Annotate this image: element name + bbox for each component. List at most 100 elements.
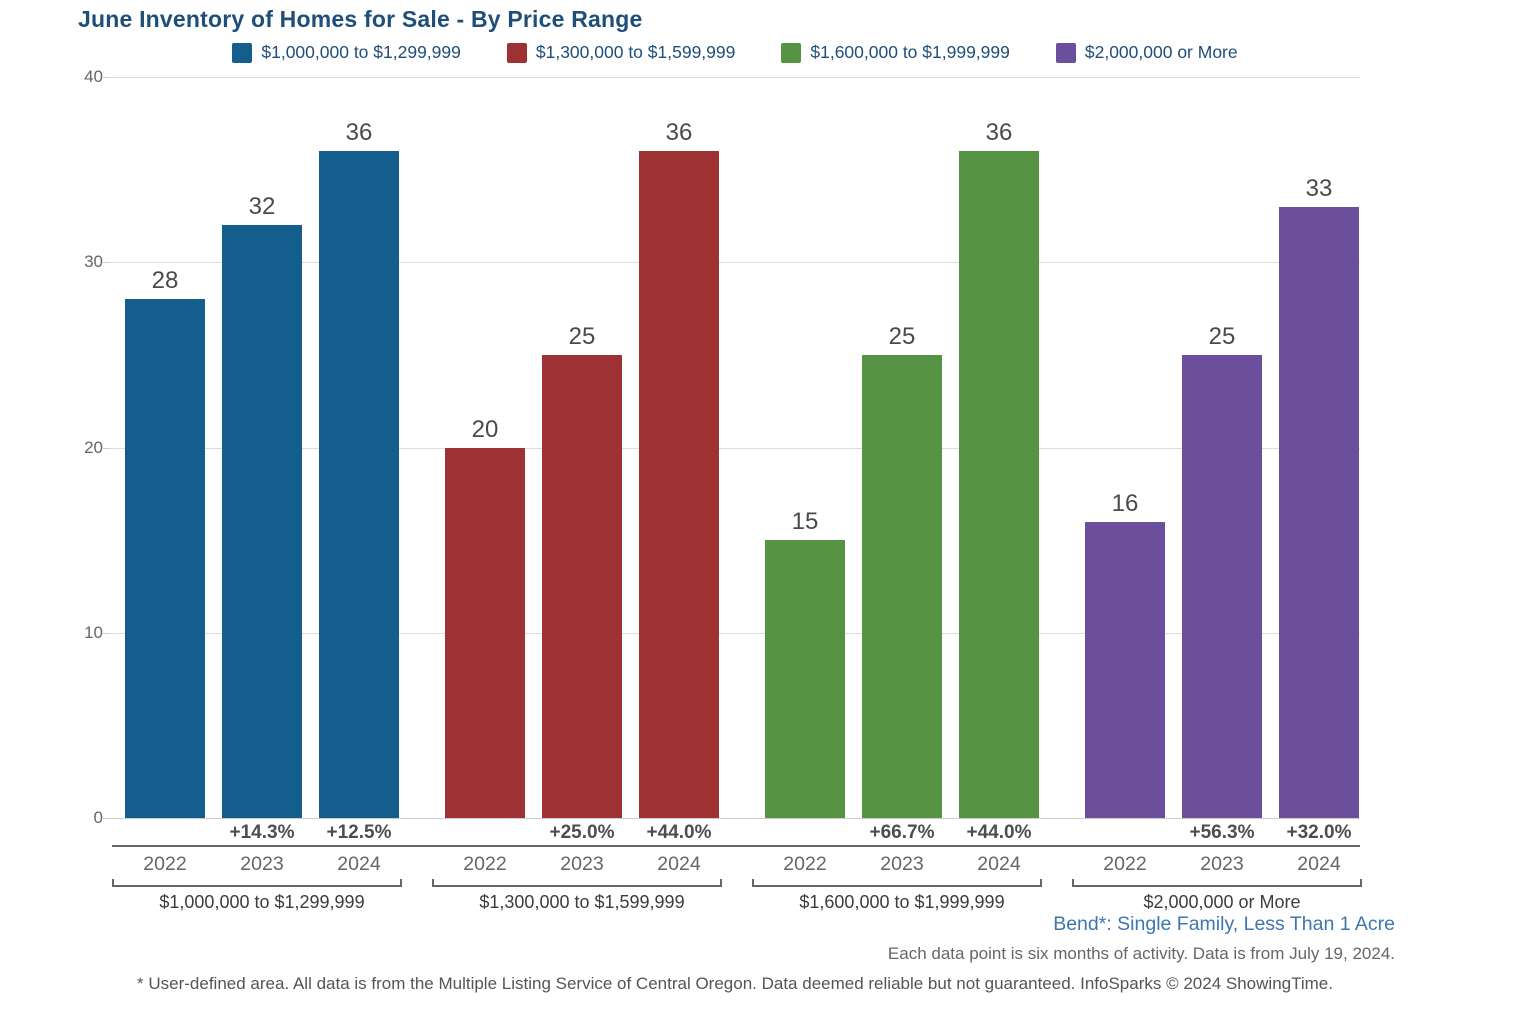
year-group-1: 2022 2023 2024 — [445, 853, 719, 876]
bar-cell-2022: 15 — [765, 77, 845, 818]
pct-change-label: +25.0% — [549, 822, 615, 843]
pct-group-1: +25.0% +44.0% — [445, 822, 719, 844]
bar-value-label: 25 — [1208, 322, 1236, 350]
bar-value-label: 25 — [888, 322, 916, 350]
legend-item-label: $1,300,000 to $1,599,999 — [535, 42, 736, 62]
year-label: 2023 — [240, 853, 284, 875]
bar-group-0: 28 32 36 — [125, 77, 399, 818]
bar-groups: 28 32 36 20 25 36 15 25 36 16 25 33 — [110, 77, 1360, 818]
y-axis-tick — [103, 447, 110, 449]
year-label: 2022 — [1103, 853, 1147, 875]
year-group-2: 2022 2023 2024 — [765, 853, 1039, 876]
pct-change-label: +66.7% — [869, 822, 935, 843]
bar-value-label: 36 — [985, 119, 1013, 147]
gridline-20 — [110, 447, 1360, 449]
bracket-group-3: $2,000,000 or More — [1072, 879, 1362, 913]
bar-group-3: 16 25 33 — [1085, 77, 1359, 818]
y-axis-tick-label: 20 — [84, 437, 103, 457]
legend-item-label: $1,600,000 to $1,999,999 — [810, 42, 1010, 62]
plot-area: 0 10 20 30 40 28 32 36 20 25 36 15 25 36 16 25 33 — [84, 67, 1360, 827]
x-axis-separator-line — [112, 845, 1360, 847]
bar-value-label: 16 — [1111, 489, 1139, 517]
bracket-group-2: $1,600,000 to $1,999,999 — [752, 879, 1042, 913]
data-note: Each data point is six months of activit… — [887, 944, 1395, 963]
pct-change-label: +44.0% — [966, 822, 1032, 843]
group-brackets-row: $1,000,000 to $1,299,999 $1,300,000 to $1… — [110, 879, 1362, 913]
pct-group-3: +56.3% +32.0% — [1085, 822, 1359, 844]
bar-2024 — [639, 151, 719, 818]
year-label: 2022 — [143, 853, 187, 875]
pct-change-label: +32.0% — [1286, 822, 1352, 843]
bar-cell-2022: 28 — [125, 77, 205, 818]
bar-2023 — [1182, 354, 1262, 818]
year-label: 2022 — [783, 853, 827, 875]
disclaimer: * User-defined area. All data is from th… — [137, 974, 1333, 993]
pct-change-label — [445, 822, 525, 844]
year-label: 2023 — [560, 853, 604, 875]
group-bracket — [752, 879, 1042, 887]
bar-cell-2023: 25 — [542, 77, 622, 818]
gridline-10 — [110, 632, 1360, 634]
bar-2024 — [1279, 206, 1359, 818]
y-axis-tick-label: 40 — [84, 67, 103, 86]
bar-cell-2022: 20 — [445, 77, 525, 818]
legend-swatch-icon — [1055, 42, 1076, 63]
bar-value-label: 36 — [345, 119, 373, 147]
gridline-0 — [110, 818, 1360, 819]
pct-change-label — [1085, 822, 1165, 844]
pct-change-label: +44.0% — [646, 822, 712, 843]
legend-item-label: $2,000,000 or More — [1084, 42, 1238, 62]
group-bracket — [112, 879, 402, 887]
bar-2022 — [1085, 521, 1165, 818]
legend-item-0: $1,000,000 to $1,299,999 — [232, 42, 461, 63]
area-note: Bend*: Single Family, Less Than 1 Acre — [1053, 913, 1395, 935]
bar-2022 — [125, 299, 205, 818]
year-label: 2024 — [1297, 853, 1341, 875]
year-group-0: 2022 2023 2024 — [125, 853, 399, 876]
bar-2024 — [959, 151, 1039, 818]
bar-cell-2024: 33 — [1279, 77, 1359, 818]
bar-cell-2023: 32 — [222, 77, 302, 818]
bar-2022 — [445, 447, 525, 818]
year-label: 2024 — [657, 853, 701, 875]
chart-title: June Inventory of Homes for Sale - By Pr… — [78, 6, 643, 32]
bar-cell-2023: 25 — [862, 77, 942, 818]
y-axis-tick — [103, 77, 110, 78]
legend-item-label: $1,000,000 to $1,299,999 — [261, 42, 461, 62]
bar-cell-2024: 36 — [319, 77, 399, 818]
bar-2023 — [542, 354, 622, 818]
group-price-range-label: $1,000,000 to $1,299,999 — [159, 892, 365, 912]
bar-value-label: 20 — [471, 415, 499, 443]
bar-value-label: 32 — [248, 193, 276, 221]
year-group-3: 2022 2023 2024 — [1085, 853, 1359, 876]
y-axis-tick — [103, 818, 110, 819]
legend-item-3: $2,000,000 or More — [1055, 42, 1238, 63]
y-axis-tick-label: 30 — [84, 252, 103, 272]
pct-group-2: +66.7% +44.0% — [765, 822, 1039, 844]
y-axis-tick — [103, 262, 110, 264]
bar-2023 — [222, 225, 302, 818]
year-label: 2023 — [1200, 853, 1244, 875]
group-price-range-label: $2,000,000 or More — [1143, 892, 1301, 912]
group-bracket — [1072, 879, 1362, 887]
bar-cell-2024: 36 — [639, 77, 719, 818]
bar-value-label: 25 — [568, 322, 596, 350]
legend-swatch-icon — [781, 42, 802, 63]
y-axis-tick-label: 0 — [93, 808, 103, 827]
pct-change-row: +14.3% +12.5% +25.0% +44.0% +66.7% +44.0% +56.… — [110, 822, 1360, 844]
pct-group-0: +14.3% +12.5% — [125, 822, 399, 844]
bar-cell-2022: 16 — [1085, 77, 1165, 818]
bar-2022 — [765, 540, 845, 818]
legend-swatch-icon — [232, 42, 253, 63]
legend-item-2: $1,600,000 to $1,999,999 — [781, 42, 1010, 63]
bar-cell-2024: 36 — [959, 77, 1039, 818]
year-label: 2022 — [463, 853, 507, 875]
pct-change-label: +56.3% — [1189, 822, 1255, 843]
bar-group-1: 20 25 36 — [445, 77, 719, 818]
gridline-40 — [110, 77, 1360, 78]
pct-change-label: +12.5% — [326, 822, 392, 843]
year-labels-row: 2022 2023 2024 2022 2023 2024 2022 2023 2024 2022… — [110, 853, 1360, 876]
pct-change-label — [125, 822, 205, 844]
bar-value-label: 33 — [1305, 174, 1333, 202]
